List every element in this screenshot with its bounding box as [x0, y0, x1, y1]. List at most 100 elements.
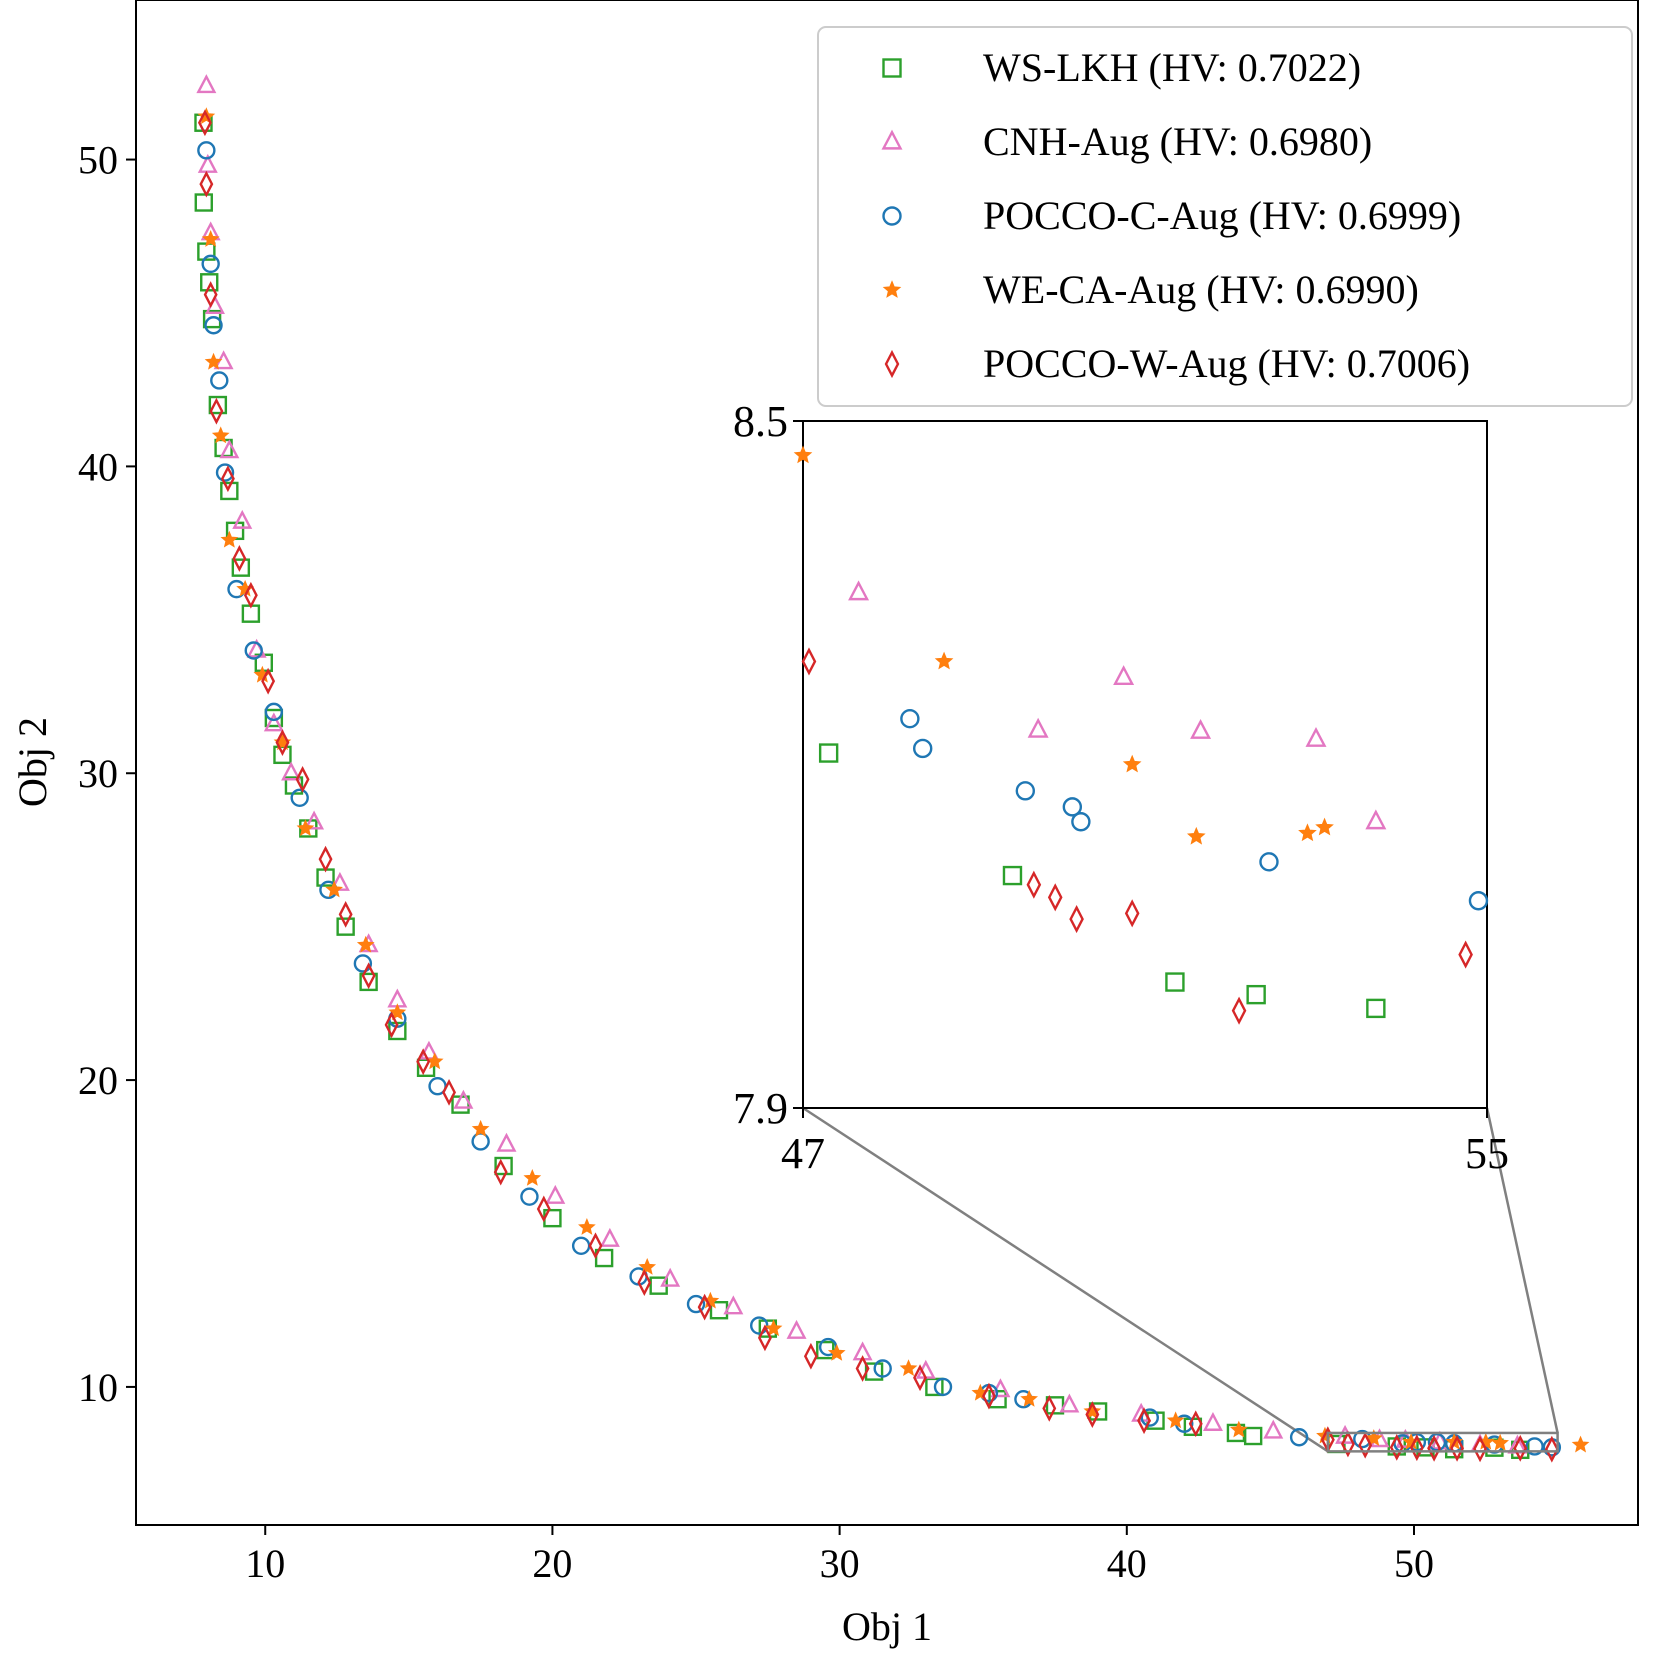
inset-point-pocco-w-aug	[1047, 883, 1063, 912]
point-pocco-c-aug	[244, 641, 263, 660]
inset-point-pocco-c-aug	[913, 738, 933, 759]
point-we-ca-aug	[1571, 1435, 1590, 1453]
inset-point-pocco-w-aug	[1458, 940, 1473, 969]
point-ws-lkh	[594, 1248, 614, 1268]
point-pocco-c-aug	[290, 788, 309, 807]
point-pocco-c-aug	[471, 1132, 490, 1151]
inset-point-cnh-aug	[848, 580, 870, 601]
point-pocco-w-aug	[493, 1158, 508, 1186]
legend-label-ws-lkh: WS-LKH (HV: 0.7022)	[983, 45, 1361, 90]
point-pocco-c-aug	[210, 371, 229, 390]
inset-ytick-label-bottom: 7.9	[733, 1084, 788, 1133]
point-ws-lkh	[220, 481, 239, 501]
point-cnh-aug	[197, 153, 218, 173]
point-pocco-w-aug	[913, 1364, 927, 1392]
zoom-connector-lines	[802, 1106, 1559, 1453]
point-pocco-w-aug	[295, 765, 310, 793]
point-pocco-w-aug	[757, 1324, 772, 1352]
inset-point-cnh-aug	[1027, 717, 1049, 738]
point-ws-lkh	[273, 745, 292, 765]
inset-ticks: 8.5 7.9 47 55	[733, 397, 1509, 1178]
point-pocco-c-aug	[686, 1294, 706, 1314]
point-we-ca-aug	[296, 819, 315, 836]
point-pocco-w-aug	[261, 667, 276, 695]
x-axis-label: Obj 1	[842, 1604, 932, 1649]
point-pocco-w-aug	[1513, 1434, 1528, 1462]
point-pocco-w-aug	[588, 1232, 603, 1260]
point-cnh-aug	[281, 761, 302, 781]
point-pocco-c-aug	[353, 954, 373, 973]
inset-point-ws-lkh	[1246, 984, 1266, 1005]
point-ws-lkh	[1243, 1426, 1263, 1446]
legend-label-pocco-w-aug: POCCO-W-Aug (HV: 0.7006)	[983, 341, 1470, 386]
point-cnh-aug	[1263, 1419, 1284, 1439]
point-pocco-w-aug	[855, 1355, 870, 1382]
point-pocco-w-aug	[1188, 1410, 1203, 1438]
inset-point-we-ca-aug	[1315, 817, 1334, 836]
point-pocco-w-aug	[384, 1011, 399, 1039]
point-ws-lkh	[208, 395, 228, 415]
point-we-ca-aug	[827, 1343, 846, 1361]
ytick-label: 50	[78, 138, 118, 183]
point-pocco-w-aug	[1358, 1431, 1373, 1459]
inset-point-pocco-w-aug	[1231, 996, 1247, 1025]
point-we-ca-aug	[325, 880, 344, 898]
legend: WS-LKH (HV: 0.7022) CNH-Aug (HV: 0.6980)…	[817, 26, 1633, 407]
point-we-ca-aug	[1229, 1420, 1248, 1438]
inset-point-pocco-c-aug	[1062, 797, 1083, 817]
point-pocco-w-aug	[203, 281, 218, 308]
series-pocco-w-aug	[197, 109, 1559, 1463]
point-cnh-aug	[196, 74, 217, 94]
point-pocco-w-aug	[199, 170, 214, 198]
legend-label-cnh-aug: CNH-Aug (HV: 0.6980)	[983, 119, 1372, 164]
point-pocco-w-aug	[1409, 1434, 1424, 1462]
legend-marker-we-ca-aug	[882, 280, 902, 298]
point-pocco-w-aug	[318, 845, 333, 873]
point-we-ca-aug	[471, 1119, 490, 1137]
legend-marker-cnh-aug	[881, 129, 903, 150]
point-ws-lkh	[1226, 1423, 1246, 1443]
point-pocco-w-aug	[1427, 1434, 1442, 1462]
point-pocco-w-aug	[338, 900, 353, 928]
point-cnh-aug	[219, 439, 240, 459]
inset-series-cnh-aug	[848, 580, 1387, 830]
point-we-ca-aug	[220, 530, 239, 548]
point-ws-lkh	[200, 273, 219, 292]
point-ws-lkh	[336, 917, 355, 936]
point-cnh-aug	[599, 1227, 620, 1247]
inset-ytick-label-top: 8.5	[733, 397, 788, 446]
xtick-label: 50	[1394, 1541, 1434, 1586]
inset-point-pocco-c-aug	[1071, 812, 1091, 832]
point-we-ca-aug	[638, 1257, 657, 1275]
inset-point-ws-lkh	[1165, 972, 1185, 992]
inset-point-we-ca-aug	[1186, 826, 1206, 845]
point-we-ca-aug	[201, 230, 220, 247]
point-pocco-w-aug	[197, 109, 212, 137]
point-ws-lkh	[359, 972, 378, 992]
inset-point-ws-lkh	[818, 743, 839, 763]
ytick-label: 40	[78, 444, 118, 489]
inset-point-pocco-c-aug	[1259, 852, 1279, 872]
point-pocco-w-aug	[442, 1078, 456, 1106]
connector-right	[1485, 1107, 1559, 1434]
point-ws-lkh	[925, 1377, 944, 1397]
point-pocco-w-aug	[1042, 1394, 1057, 1422]
point-we-ca-aug	[1491, 1433, 1509, 1451]
point-ws-lkh	[416, 1058, 436, 1078]
xtick-label: 40	[1107, 1541, 1147, 1586]
point-pocco-c-aug	[571, 1236, 591, 1255]
ytick-label: 10	[78, 1365, 118, 1410]
point-pocco-w-aug	[536, 1195, 551, 1223]
ytick-label: 30	[78, 751, 118, 796]
point-pocco-w-aug	[243, 581, 258, 609]
point-ws-lkh	[494, 1156, 513, 1176]
point-cnh-aug	[418, 1040, 439, 1060]
inset-point-cnh-aug	[1305, 726, 1327, 747]
main-plot-points	[194, 74, 1590, 1463]
point-cnh-aug	[496, 1132, 517, 1152]
point-ws-lkh	[231, 558, 251, 577]
point-cnh-aug	[304, 810, 325, 830]
inset-point-pocco-w-aug	[801, 647, 817, 676]
point-we-ca-aug	[1020, 1389, 1039, 1407]
legend-label-we-ca-aug: WE-CA-Aug (HV: 0.6990)	[983, 267, 1419, 312]
